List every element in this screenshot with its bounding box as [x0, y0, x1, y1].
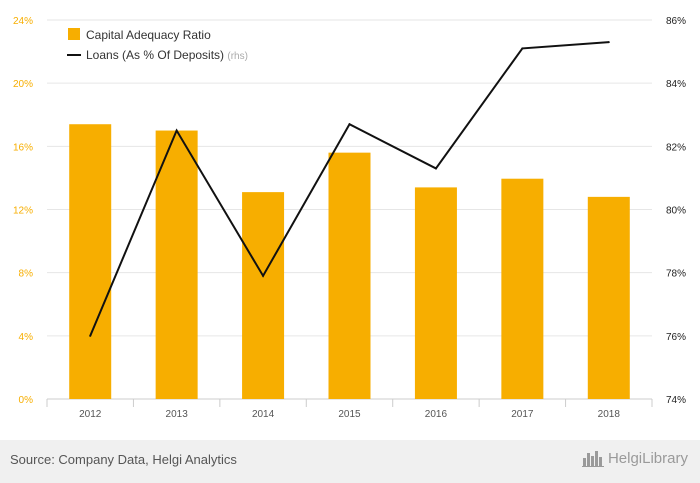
- legend-rhs-note: (rhs): [227, 51, 248, 62]
- bar: [242, 192, 285, 399]
- line-point: [348, 123, 351, 126]
- y-left-tick-label: 20%: [13, 79, 33, 90]
- x-tick-label: 2018: [598, 409, 621, 420]
- brand-name: HelgiLibrary: [607, 449, 688, 467]
- y-right-tick-label: 76%: [666, 332, 686, 343]
- bar: [501, 178, 544, 399]
- bar: [69, 124, 112, 399]
- y-left-tick-label: 16%: [13, 142, 33, 153]
- y-right-tick-label: 86%: [666, 16, 686, 27]
- bar: [155, 130, 198, 399]
- y-right-tick-label: 74%: [666, 395, 686, 406]
- line-point: [175, 129, 178, 132]
- x-tick-label: 2012: [79, 409, 102, 420]
- y-left-tick-label: 24%: [13, 16, 33, 27]
- bar: [414, 187, 457, 399]
- line-point: [89, 334, 92, 337]
- x-tick-label: 2014: [252, 409, 275, 420]
- legend-label-capital-adequacy: Capital Adequacy Ratio: [86, 28, 211, 42]
- y-right-tick-label: 82%: [666, 142, 686, 153]
- x-tick-label: 2015: [338, 409, 361, 420]
- city-skyline-icon: [581, 451, 604, 467]
- bar: [587, 196, 630, 399]
- y-left-tick-label: 0%: [19, 395, 34, 406]
- y-left-tick-label: 8%: [19, 269, 34, 280]
- bar: [328, 152, 371, 399]
- y-left-tick-label: 12%: [13, 206, 33, 217]
- y-right-tick-label: 78%: [666, 269, 686, 280]
- y-right-tick-label: 84%: [666, 79, 686, 90]
- brand-logo[interactable]: HelgiLibrary: [581, 449, 688, 467]
- line-point: [434, 167, 437, 170]
- line-point: [607, 41, 610, 44]
- line-point: [262, 274, 265, 277]
- legend-swatch-capital-adequacy: [68, 28, 80, 40]
- legend-label-loans: Loans (As % Of Deposits) (rhs): [86, 48, 248, 62]
- y-left-tick-label: 4%: [19, 332, 34, 343]
- line-point: [521, 47, 524, 50]
- y-right-tick-label: 80%: [666, 206, 686, 217]
- x-tick-label: 2016: [425, 409, 448, 420]
- chart-svg: 0% 4% 8% 12% 16% 20% 24% 74% 76% 78% 80% 82% 84% 86% 2…: [13, 16, 686, 420]
- x-tick-label: 2013: [166, 409, 189, 420]
- source-note: Source: Company Data, Helgi Analytics: [10, 452, 237, 467]
- x-tick-label: 2017: [511, 409, 534, 420]
